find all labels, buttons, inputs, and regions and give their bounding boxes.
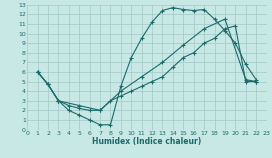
X-axis label: Humidex (Indice chaleur): Humidex (Indice chaleur): [92, 137, 202, 146]
